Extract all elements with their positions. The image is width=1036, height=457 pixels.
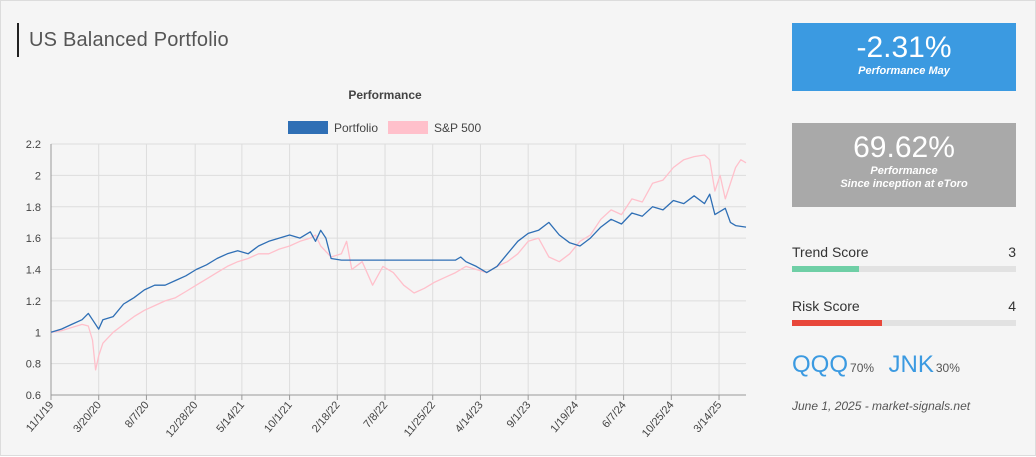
may-performance-value: -2.31% — [856, 31, 952, 64]
trend-score: Trend Score 3 — [792, 244, 1016, 272]
performance-chart: 0.6 0.8 1 1.2 1.4 1.6 1.8 2 2.2 11/1/19 3/20/20 8/7… — [24, 88, 747, 440]
legend-item[interactable]: S&P 500 — [388, 121, 481, 135]
chart-axes — [50, 144, 746, 400]
holding-item[interactable]: QQQ 70% — [792, 351, 874, 379]
x-tick-label: 3/20/20 — [71, 399, 104, 435]
y-tick-label: 0.8 — [26, 359, 41, 371]
may-performance-card: -2.31% Performance May — [792, 23, 1016, 91]
x-tick-label: 3/14/25 — [692, 399, 725, 435]
x-tick-label: 8/7/20 — [123, 399, 152, 430]
footnote-date-source: June 1, 2025 - market-signals.net — [792, 399, 971, 413]
trend-score-fill — [792, 266, 860, 272]
holding-ticker[interactable]: QQQ — [792, 351, 849, 378]
y-tick-label: 1.8 — [26, 202, 41, 214]
risk-score-bar — [792, 320, 1016, 326]
y-tick-label: 2 — [35, 170, 41, 182]
page-title: US Balanced Portfolio — [17, 23, 229, 57]
x-tick-label: 11/1/19 — [24, 399, 56, 434]
may-performance-label: Performance May — [858, 65, 950, 77]
trend-score-bar — [792, 266, 1016, 272]
x-tick-label: 6/7/24 — [600, 399, 629, 430]
risk-score-value: 4 — [1008, 298, 1016, 314]
x-tick-label: 10/25/24 — [640, 399, 677, 440]
legend-swatch — [388, 121, 428, 134]
trend-score-value: 3 — [1008, 244, 1016, 260]
risk-score-fill — [792, 320, 882, 326]
legend-label: S&P 500 — [434, 121, 481, 135]
chart-legend[interactable]: Portfolio S&P 500 — [288, 121, 481, 135]
inception-performance-value: 69.62% — [853, 131, 955, 164]
holding-weight: 70% — [850, 361, 875, 375]
x-tick-label: 7/8/22 — [361, 399, 390, 430]
inception-performance-label: Performance — [870, 165, 938, 177]
x-tick-label: 5/14/21 — [214, 399, 247, 435]
y-tick-label: 1.6 — [26, 233, 41, 245]
series-line-portfolio — [50, 193, 747, 333]
holding-item[interactable]: JNK 30% — [889, 351, 960, 379]
chart-series — [50, 154, 747, 371]
legend-item[interactable]: Portfolio — [288, 121, 378, 135]
trend-score-label: Trend Score — [792, 244, 869, 260]
x-tick-label: 10/1/21 — [262, 399, 295, 435]
risk-score: Risk Score 4 — [792, 298, 1016, 326]
y-tick-label: 1.2 — [26, 296, 41, 308]
y-tick-label: 1 — [35, 327, 41, 339]
holding-weight: 30% — [935, 361, 960, 375]
x-tick-label: 2/18/22 — [310, 399, 343, 435]
y-tick-label: 2.2 — [26, 139, 41, 151]
chart-title: Performance — [348, 88, 422, 102]
x-tick-label: 9/1/23 — [505, 399, 534, 430]
series-line-sp500 — [50, 154, 747, 371]
risk-score-label: Risk Score — [792, 298, 860, 314]
inception-performance-sublabel: Since inception at eToro — [840, 178, 968, 190]
x-tick-label: 1/19/24 — [548, 399, 581, 435]
y-tick-label: 0.6 — [26, 390, 41, 402]
chart-grid — [50, 143, 746, 396]
y-tick-label: 1.4 — [26, 265, 41, 277]
legend-swatch — [288, 121, 328, 134]
x-tick-label: 12/28/20 — [164, 399, 201, 440]
holding-ticker[interactable]: JNK — [888, 351, 934, 378]
x-tick-label: 11/25/22 — [402, 399, 438, 439]
x-tick-label: 4/14/23 — [453, 399, 486, 435]
inception-performance-card: 69.62% Performance Since inception at eT… — [792, 123, 1016, 207]
legend-label: Portfolio — [334, 121, 378, 135]
holdings-list: QQQ 70% JNK 30% — [792, 351, 970, 381]
